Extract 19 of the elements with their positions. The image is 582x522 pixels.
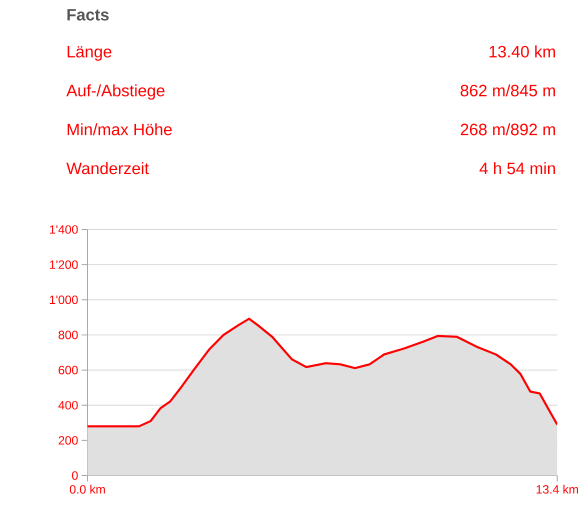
text: Min/max Höhe bbox=[68, 123, 172, 136]
y-tick-label: 800 bbox=[58, 330, 78, 340]
y-tick-label: 600 bbox=[58, 366, 78, 374]
x-tick-label: 13.4 km bbox=[536, 484, 578, 494]
y-tick-label: 1'200 bbox=[50, 260, 78, 269]
x-tick-label: 0.0 km bbox=[70, 484, 105, 494]
text: Auf-/Abstiege bbox=[66, 84, 164, 100]
text: Facts bbox=[67, 8, 109, 20]
text: 862 m/845 m bbox=[460, 84, 555, 96]
y-tick-label: 1'400 bbox=[50, 225, 78, 234]
y-tick-label: 0 bbox=[72, 471, 78, 480]
text: Wanderzeit bbox=[66, 162, 149, 174]
y-tick-label: 1'000 bbox=[50, 295, 78, 304]
y-tick-label: 200 bbox=[58, 436, 78, 445]
text: 268 m/892 m bbox=[460, 123, 555, 136]
text: 13.40 km bbox=[490, 45, 555, 58]
text: Länge bbox=[68, 46, 112, 61]
text: 4 h 54 min bbox=[480, 162, 555, 174]
y-tick-label: 400 bbox=[58, 400, 78, 410]
